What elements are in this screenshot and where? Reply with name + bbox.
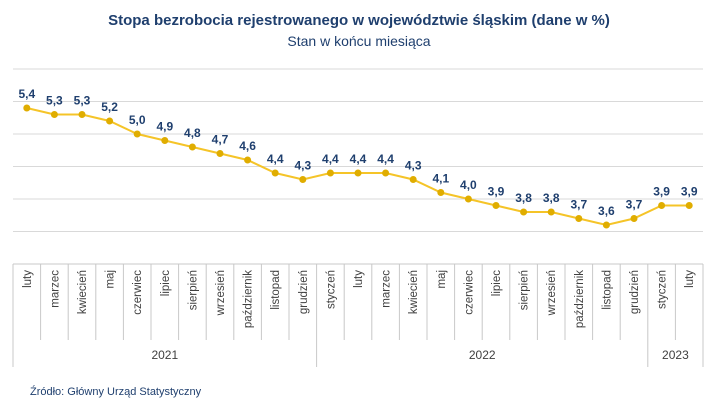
data-label: 3,9 bbox=[488, 185, 505, 199]
data-point bbox=[23, 104, 31, 112]
data-label: 3,8 bbox=[543, 191, 560, 205]
data-point bbox=[685, 202, 693, 209]
data-label: 4,4 bbox=[322, 152, 339, 166]
x-tick-label: wrzesień bbox=[215, 270, 227, 316]
data-point bbox=[326, 169, 334, 177]
data-label: 4,9 bbox=[156, 120, 173, 134]
x-tick-label: kwiecień bbox=[408, 270, 420, 314]
data-label: 5,3 bbox=[74, 94, 91, 108]
chart-subtitle: Stan w końcu miesiąca bbox=[287, 33, 430, 49]
data-label: 5,4 bbox=[18, 87, 35, 101]
chart-title: Stopa bezrobocia rejestrowanego w wojewó… bbox=[108, 12, 610, 29]
x-tick-label: luty bbox=[22, 270, 34, 288]
data-point bbox=[78, 111, 86, 118]
data-label: 3,6 bbox=[598, 204, 615, 218]
data-point bbox=[547, 208, 555, 216]
x-tick-label: październik bbox=[574, 270, 586, 328]
year-label: 2023 bbox=[662, 348, 689, 362]
x-tick-label: kwiecień bbox=[77, 270, 89, 314]
data-point bbox=[244, 156, 252, 164]
data-point bbox=[492, 202, 500, 209]
data-point bbox=[520, 208, 528, 216]
data-label: 4,4 bbox=[377, 152, 394, 166]
x-tick-label: luty bbox=[353, 270, 365, 288]
data-label: 4,0 bbox=[460, 178, 477, 192]
year-label: 2022 bbox=[469, 348, 496, 362]
x-tick-label: sierpień bbox=[519, 270, 531, 310]
x-tick-label: czerwiec bbox=[463, 270, 475, 315]
data-point bbox=[409, 176, 417, 183]
x-tick-label: maj bbox=[436, 270, 448, 289]
x-tick-label: wrzesień bbox=[546, 270, 558, 316]
data-point bbox=[630, 215, 638, 222]
data-point bbox=[575, 215, 583, 222]
data-label: 4,4 bbox=[350, 152, 367, 166]
data-point bbox=[161, 137, 169, 144]
data-label: 5,0 bbox=[129, 113, 146, 127]
source-note: Źródło: Główny Urząd Statystyczny bbox=[30, 385, 202, 398]
x-tick-label: marzec bbox=[49, 270, 61, 308]
data-label: 4,1 bbox=[432, 172, 449, 186]
data-label: 3,9 bbox=[653, 185, 670, 199]
x-tick-label: listopad bbox=[270, 270, 282, 310]
data-label: 4,8 bbox=[184, 126, 201, 140]
data-point bbox=[382, 169, 390, 177]
data-point bbox=[106, 117, 114, 125]
x-tick-label: lipiec bbox=[160, 270, 172, 296]
data-label: 3,7 bbox=[626, 198, 643, 212]
x-tick-label: luty bbox=[684, 270, 696, 288]
data-label: 5,3 bbox=[46, 94, 63, 108]
data-label: 4,6 bbox=[239, 139, 256, 153]
x-tick-label: sierpień bbox=[187, 270, 199, 310]
data-point bbox=[464, 195, 472, 203]
x-tick-label: grudzień bbox=[298, 270, 310, 314]
x-tick-label: grudzień bbox=[629, 270, 641, 314]
data-label: 4,7 bbox=[212, 133, 229, 147]
data-label: 4,3 bbox=[294, 159, 311, 173]
data-point bbox=[437, 189, 445, 196]
data-label: 5,2 bbox=[101, 100, 118, 114]
data-point bbox=[658, 202, 666, 209]
data-label: 3,9 bbox=[681, 185, 698, 199]
data-label: 4,4 bbox=[267, 152, 284, 166]
data-point bbox=[602, 221, 610, 229]
data-point bbox=[299, 176, 307, 183]
x-tick-label: marzec bbox=[381, 270, 393, 308]
data-point bbox=[271, 169, 279, 177]
data-label: 3,8 bbox=[515, 191, 532, 205]
x-tick-label: październik bbox=[243, 270, 255, 328]
data-label: 4,3 bbox=[405, 159, 422, 173]
x-tick-label: styczeń bbox=[657, 270, 669, 309]
x-tick-label: lipiec bbox=[491, 270, 503, 296]
data-point bbox=[188, 143, 196, 151]
x-tick-label: maj bbox=[105, 270, 117, 289]
year-label: 2021 bbox=[151, 348, 178, 362]
data-point bbox=[133, 130, 141, 138]
data-point bbox=[50, 111, 58, 118]
data-label: 3,7 bbox=[570, 198, 587, 212]
x-tick-label: listopad bbox=[601, 270, 613, 310]
x-tick-label: czerwiec bbox=[132, 270, 144, 315]
data-point bbox=[354, 169, 362, 177]
x-tick-label: styczeń bbox=[325, 270, 337, 309]
data-point bbox=[216, 150, 224, 157]
